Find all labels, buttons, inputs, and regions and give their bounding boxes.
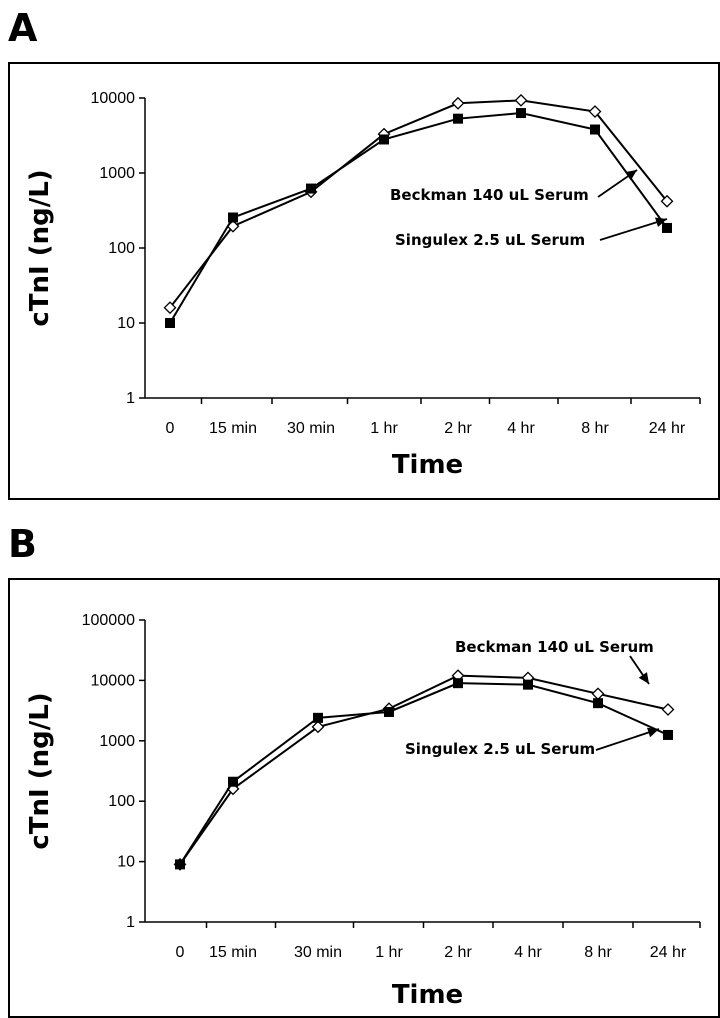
data-point-singulex-b (313, 712, 323, 723)
chart-panel-a (8, 62, 720, 500)
data-point-singulex-b (453, 678, 463, 689)
annotation-arrowhead-a (625, 170, 637, 181)
series-line-singulex-a (169, 112, 668, 324)
y-tick-label-a: 1 (126, 390, 135, 407)
x-tick-label-b: 8 hr (584, 944, 612, 961)
x-tick-label-a: 8 hr (581, 420, 609, 437)
x-tick-label-a: 4 hr (507, 420, 535, 437)
data-point-beckman-b (311, 720, 325, 734)
data-point-singulex-a (453, 113, 463, 124)
x-tick-label-a: 0 (166, 420, 175, 437)
annotation-arrow-b (595, 728, 660, 751)
y-tick-label-a: 10000 (91, 90, 136, 107)
y-axis-title-b: cTnI (ng/L) (25, 692, 55, 849)
series-line-beckman-a (169, 99, 668, 309)
y-tick-label-a: 100 (108, 240, 135, 257)
data-point-beckman-b (661, 703, 675, 716)
data-point-singulex-a (516, 108, 526, 119)
y-tick-label-b: 10 (117, 854, 135, 871)
y-tick-label-a: 10 (117, 315, 135, 332)
x-axis-title-a: Time (392, 450, 463, 480)
x-axis-title-b: Time (392, 980, 463, 1010)
y-tick-label-b: 1000 (99, 733, 135, 750)
x-tick-label-a: 30 min (287, 420, 335, 437)
data-point-beckman-b (591, 687, 605, 701)
x-tick-label-b: 2 hr (444, 944, 472, 961)
data-point-singulex-a (228, 212, 238, 223)
series-line-beckman-b (179, 674, 669, 865)
panel-label-b: B (8, 522, 37, 566)
data-point-beckman-a (451, 96, 465, 110)
y-tick-label-b: 1 (126, 914, 135, 931)
annotation-label-b: Singulex 2.5 uL Serum (405, 740, 595, 758)
annotation-arrowhead-b (638, 672, 649, 684)
data-point-singulex-a (165, 318, 175, 328)
data-point-singulex-a (379, 134, 389, 145)
data-point-singulex-b (384, 706, 394, 717)
annotation-arrow-a (599, 218, 668, 241)
y-tick-label-b: 100000 (82, 612, 135, 629)
y-tick-label-a: 1000 (99, 165, 135, 182)
x-tick-label-a: 24 hr (649, 420, 686, 437)
data-point-singulex-a (590, 124, 600, 135)
x-tick-label-b: 0 (176, 944, 185, 961)
x-tick-label-b: 15 min (209, 944, 257, 961)
x-tick-label-a: 15 min (209, 420, 257, 437)
annotation-label-a: Beckman 140 uL Serum (390, 186, 589, 204)
data-point-beckman-a (660, 194, 674, 208)
data-point-beckman-a (163, 301, 177, 315)
annotation-label-b: Beckman 140 uL Serum (455, 638, 654, 656)
x-tick-label-a: 1 hr (370, 420, 398, 437)
x-tick-label-b: 1 hr (375, 944, 403, 961)
data-point-beckman-a (514, 93, 528, 107)
data-point-singulex-b (663, 729, 673, 740)
annotation-arrowhead-b (646, 727, 659, 738)
data-point-beckman-a (588, 105, 602, 118)
annotation-arrowhead-a (655, 217, 667, 228)
x-tick-label-b: 4 hr (514, 944, 542, 961)
annotation-label-a: Singulex 2.5 uL Serum (395, 231, 585, 249)
data-point-singulex-b (593, 698, 603, 709)
x-tick-label-b: 24 hr (650, 944, 687, 961)
data-point-singulex-b (523, 679, 533, 690)
x-tick-label-b: 30 min (294, 944, 342, 961)
panel-label-a: A (8, 6, 38, 50)
data-point-singulex-a (306, 183, 316, 194)
data-point-singulex-a (662, 222, 672, 233)
y-tick-label-b: 100 (108, 793, 135, 810)
x-tick-label-a: 2 hr (444, 420, 472, 437)
series-line-singulex-b (179, 682, 669, 865)
chart-panel-b (8, 578, 720, 1018)
data-point-singulex-b (175, 859, 185, 870)
y-axis-title-a: cTnI (ng/L) (25, 169, 55, 326)
data-point-singulex-b (228, 776, 238, 787)
y-tick-label-b: 10000 (91, 672, 136, 689)
